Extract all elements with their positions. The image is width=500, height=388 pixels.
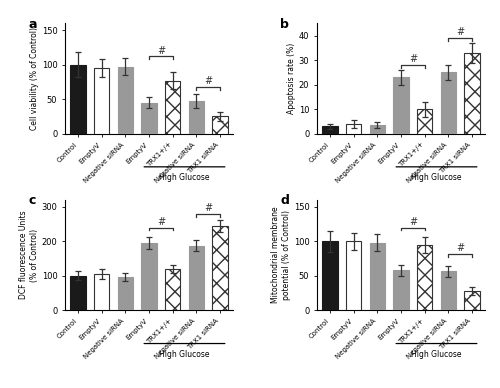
Bar bbox=[464, 291, 479, 310]
Y-axis label: Apoptosis rate (%): Apoptosis rate (%) bbox=[287, 43, 296, 114]
Text: a: a bbox=[28, 18, 36, 31]
Text: High Glucose: High Glucose bbox=[159, 173, 210, 182]
Bar bbox=[370, 125, 385, 134]
Text: c: c bbox=[28, 194, 36, 208]
Bar bbox=[440, 271, 456, 310]
Bar bbox=[70, 65, 86, 134]
Text: #: # bbox=[157, 217, 165, 227]
Bar bbox=[94, 68, 110, 134]
Y-axis label: Mitochondrial membrane
potential (% of Control): Mitochondrial membrane potential (% of C… bbox=[272, 207, 291, 303]
Bar bbox=[142, 243, 156, 310]
Text: #: # bbox=[456, 243, 464, 253]
Bar bbox=[188, 246, 204, 310]
Bar bbox=[188, 101, 204, 134]
Text: High Glucose: High Glucose bbox=[159, 350, 210, 359]
Text: #: # bbox=[204, 203, 212, 213]
Bar bbox=[118, 67, 133, 134]
Bar bbox=[322, 126, 338, 134]
Bar bbox=[417, 245, 432, 310]
Text: High Glucose: High Glucose bbox=[411, 350, 462, 359]
Bar bbox=[165, 269, 180, 310]
Bar bbox=[70, 276, 86, 310]
Bar bbox=[370, 243, 385, 310]
Text: b: b bbox=[280, 18, 289, 31]
Text: #: # bbox=[409, 54, 417, 64]
Bar bbox=[165, 81, 180, 134]
Bar bbox=[94, 274, 110, 310]
Bar bbox=[142, 103, 156, 134]
Bar bbox=[346, 124, 362, 134]
Text: #: # bbox=[409, 217, 417, 227]
Bar bbox=[212, 226, 228, 310]
Bar bbox=[118, 277, 133, 310]
Text: d: d bbox=[280, 194, 289, 208]
Bar bbox=[346, 241, 362, 310]
Y-axis label: Cell viability (% of Control): Cell viability (% of Control) bbox=[30, 27, 39, 130]
Text: #: # bbox=[456, 27, 464, 37]
Bar bbox=[464, 53, 479, 134]
Text: #: # bbox=[157, 45, 165, 55]
Y-axis label: DCF fluorescence Units
(% of Control): DCF fluorescence Units (% of Control) bbox=[20, 211, 38, 300]
Bar bbox=[440, 72, 456, 134]
Bar bbox=[212, 116, 228, 134]
Text: High Glucose: High Glucose bbox=[411, 173, 462, 182]
Bar bbox=[322, 241, 338, 310]
Bar bbox=[394, 270, 408, 310]
Text: #: # bbox=[204, 76, 212, 86]
Bar bbox=[417, 109, 432, 134]
Bar bbox=[394, 77, 408, 134]
